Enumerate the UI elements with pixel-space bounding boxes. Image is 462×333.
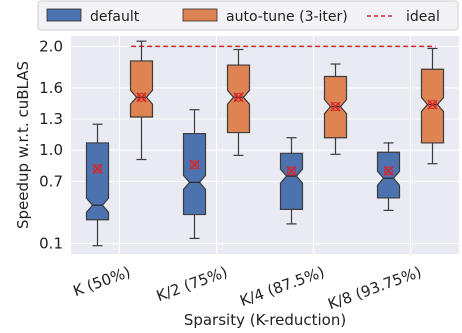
y-tick-label: 0.1 [39, 235, 63, 253]
box-autotune-0 [129, 40, 154, 161]
mean-marker-ring [234, 92, 243, 102]
mean-marker-ring [190, 160, 199, 170]
x-tick-labels: K (50%) K/2 (75%) K/4 (87.5%)K/8 (93.75%) [71, 263, 424, 313]
box-body [129, 60, 154, 118]
box-body [420, 68, 445, 144]
box-autotune-1 [226, 48, 251, 156]
x-tick-label: K/2 (75%) [154, 263, 230, 305]
box-body [279, 152, 304, 210]
mean-marker-ring [137, 92, 146, 102]
box-autotune-2 [323, 63, 348, 155]
legend-frame [37, 0, 459, 31]
box-body [85, 142, 110, 221]
y-axis-title: Speedup w.r.t. cuBLAS [14, 61, 32, 229]
mean-marker-stroke [427, 99, 438, 110]
mean-marker-ring [331, 102, 340, 112]
y-tick-label: 1.3 [39, 110, 63, 128]
mean-marker-stroke [330, 101, 341, 112]
box-default-0 [85, 123, 110, 247]
box-plots [85, 40, 445, 247]
mean-marker-ring [93, 164, 102, 174]
mean-marker-stroke [92, 163, 103, 174]
y-tick-label: 2.0 [39, 37, 63, 55]
y-tick-labels: 0.1 0.7 1.0 1.3 1.6 2.0 [39, 37, 63, 252]
box-default-1 [182, 109, 207, 240]
legend-swatch-default [46, 8, 82, 22]
box-autotune-3 [420, 47, 445, 165]
legend-label-ideal: ideal [406, 9, 440, 25]
mean-marker-ring [428, 100, 437, 110]
mean-marker-stroke [383, 165, 394, 177]
mean-marker-stroke [286, 165, 297, 177]
x-tick-label: K/8 (93.75%) [326, 263, 424, 313]
x-axis-title: Sparsity (K-reduction) [184, 311, 346, 329]
mean-marker-ring [384, 166, 393, 176]
legend-label-autotune: auto-tune (3-iter) [226, 9, 348, 25]
box-default-2 [279, 137, 304, 225]
legend-label-default: default [90, 9, 140, 25]
mean-marker-ring [287, 166, 296, 176]
box-body [182, 132, 207, 216]
x-tick-label: K (50%) [71, 263, 133, 300]
mean-marker-stroke [233, 92, 244, 103]
y-tick-label: 1.0 [39, 141, 63, 159]
x-tick-label: K/4 (87.5%) [237, 263, 326, 310]
plot-area [71, 36, 459, 254]
mean-marker-stroke [189, 159, 200, 170]
box-body [226, 64, 251, 134]
y-tick-label: 0.7 [39, 172, 63, 190]
mean-marker-stroke [136, 92, 147, 103]
legend: default auto-tune (3-iter) ideal [37, 0, 459, 31]
y-tick-label: 1.6 [39, 79, 63, 97]
legend-swatch-autotune [182, 8, 218, 22]
box-default-3 [376, 142, 401, 211]
